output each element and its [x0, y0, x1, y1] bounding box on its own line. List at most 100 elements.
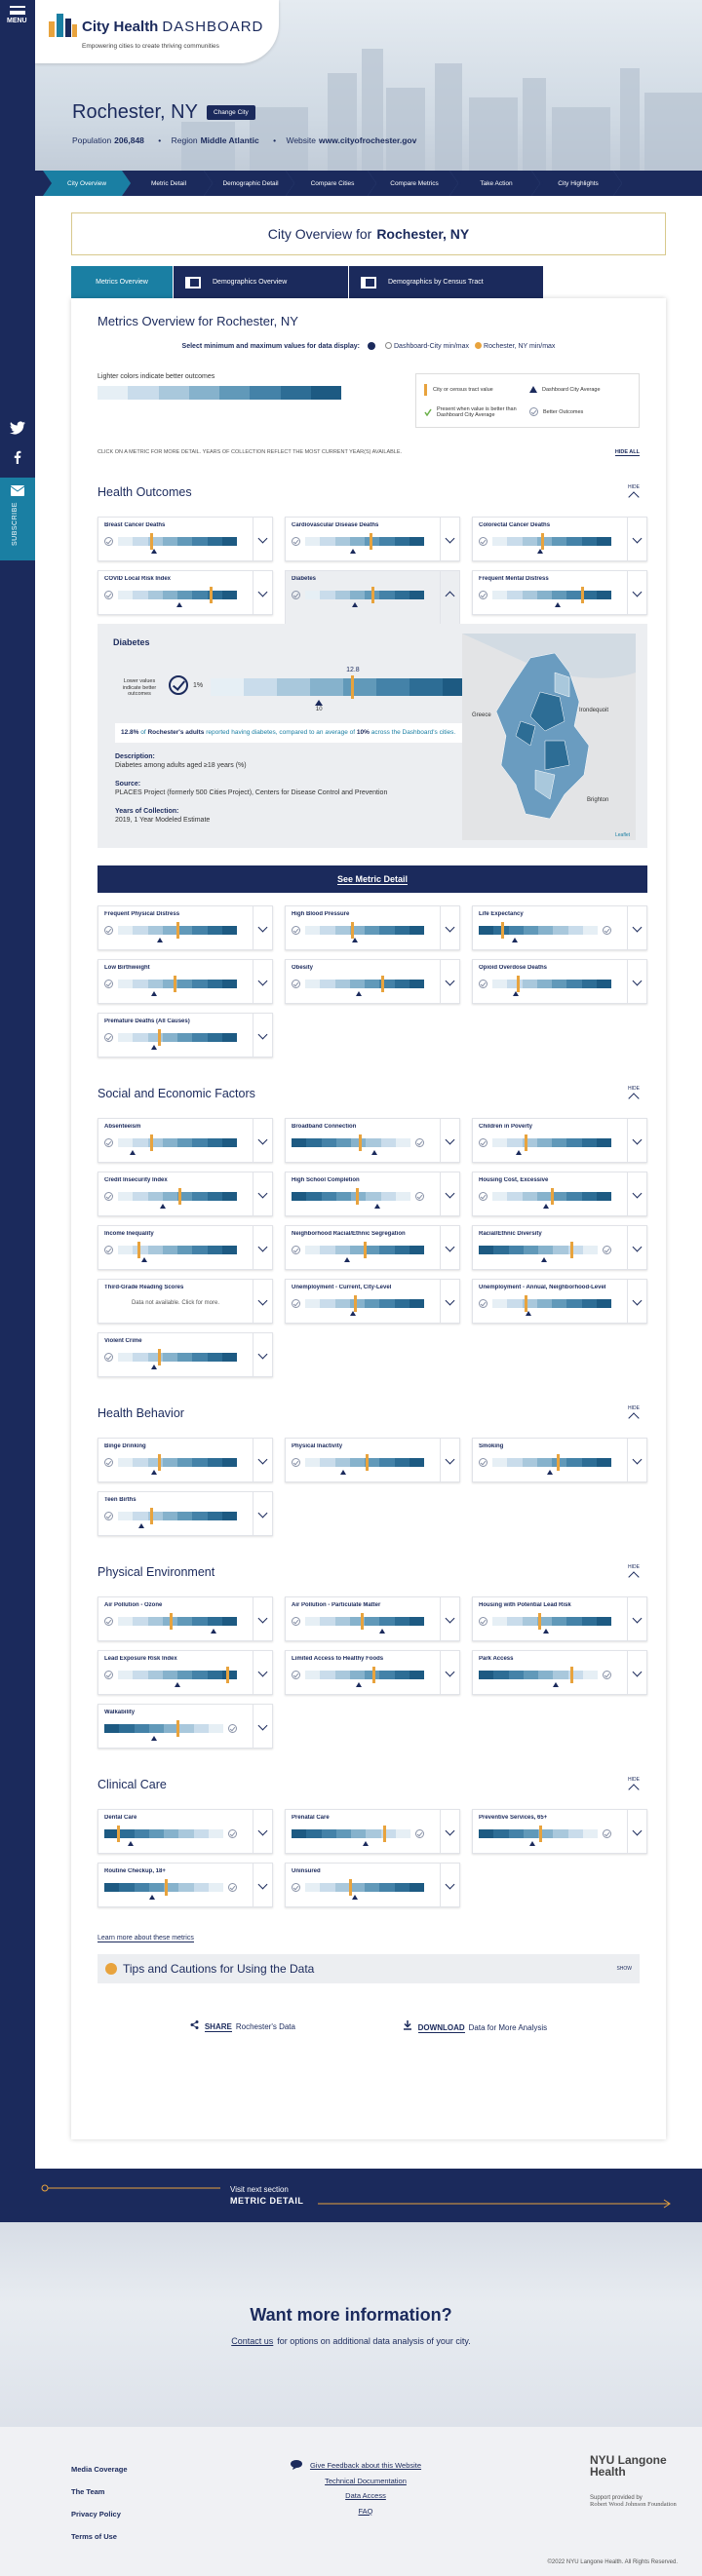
metric-card[interactable]: Frequent Physical Distress [98, 905, 273, 950]
metric-chevron[interactable] [253, 1705, 272, 1748]
share-text[interactable]: Rochester's Data [235, 2022, 295, 2031]
metric-chevron[interactable] [440, 960, 459, 1003]
metric-title[interactable]: High School Completion [292, 1177, 360, 1183]
metric-chevron[interactable] [627, 1173, 646, 1215]
metric-title[interactable]: COVID Local Risk Index [104, 576, 172, 582]
nav-item[interactable]: Take Action [452, 171, 540, 196]
metric-title[interactable]: Physical Inactivity [292, 1443, 343, 1449]
metric-card[interactable]: Housing with Potential Lead Risk [472, 1596, 647, 1641]
learn-more-link[interactable]: Learn more about these metrics [98, 1935, 194, 1942]
metric-title[interactable]: Obesity [292, 965, 314, 971]
section-toggle[interactable]: HIDE [628, 1564, 640, 1583]
nav-item[interactable]: Compare Metrics [370, 171, 458, 196]
tab[interactable]: Metrics Overview [71, 266, 174, 298]
metric-chevron[interactable] [440, 1439, 459, 1481]
tab[interactable]: Demographics Overview [174, 266, 349, 298]
tab-label[interactable]: Demographics Overview [213, 279, 288, 286]
metric-card[interactable]: Life Expectancy [472, 905, 647, 950]
metric-card[interactable]: Racial/Ethnic Diversity [472, 1225, 647, 1270]
section-toggle[interactable]: HIDE [628, 1086, 640, 1104]
option[interactable]: Dashboard-City min/max [385, 342, 469, 350]
metric-title[interactable]: Limited Access to Healthy Foods [292, 1656, 384, 1662]
metric-chevron[interactable] [627, 518, 646, 560]
metric-chevron[interactable] [253, 1226, 272, 1269]
next-label[interactable]: Visit next section [230, 2185, 289, 2194]
nav-item[interactable]: Demographic Detail [207, 171, 294, 196]
metric-chevron[interactable] [440, 571, 459, 624]
metric-chevron[interactable] [253, 1597, 272, 1640]
metric-title[interactable]: Low Birthweight [104, 965, 150, 971]
metric-chevron[interactable] [253, 1651, 272, 1694]
metric-card[interactable]: Teen Births [98, 1491, 273, 1536]
metric-title[interactable]: Routine Checkup, 18+ [104, 1868, 166, 1874]
metric-chevron[interactable] [440, 518, 459, 560]
footer-link[interactable]: Terms of Use [71, 2532, 117, 2541]
metric-card[interactable]: Violent Crime [98, 1332, 273, 1377]
metric-card[interactable]: High Blood Pressure [285, 905, 460, 950]
metric-chevron[interactable] [253, 1492, 272, 1535]
metric-chevron[interactable] [253, 960, 272, 1003]
download-button[interactable]: DOWNLOAD Data for More Analysis [403, 2020, 547, 2033]
option-label[interactable]: Rochester, NY min/max [484, 343, 556, 350]
metric-chevron[interactable] [440, 1864, 459, 1906]
metric-card[interactable]: Dental Care [98, 1809, 273, 1854]
help-icon[interactable] [368, 342, 375, 350]
metric-title[interactable]: Opioid Overdose Deaths [479, 965, 548, 971]
metric-card[interactable]: COVID Local Risk Index [98, 570, 273, 615]
tract-map[interactable]: Greece Irondequoit Brighton Leaflet [462, 634, 636, 840]
metric-card[interactable]: Credit Insecurity Index [98, 1172, 273, 1216]
metric-card[interactable]: Premature Deaths (All Causes) [98, 1013, 273, 1057]
metric-chevron[interactable] [253, 1014, 272, 1057]
metric-chevron[interactable] [440, 1597, 459, 1640]
metric-chevron[interactable] [627, 1280, 646, 1323]
metric-card[interactable]: Third-Grade Reading Scores Data not avail… [98, 1279, 273, 1324]
metric-card[interactable]: Frequent Mental Distress [472, 570, 647, 615]
metric-card[interactable]: Preventive Services, 65+ [472, 1809, 647, 1854]
nav-item[interactable]: City Overview [43, 171, 131, 196]
metric-title[interactable]: Frequent Physical Distress [104, 911, 180, 917]
metric-chevron[interactable] [627, 1226, 646, 1269]
menu-label[interactable]: MENU [7, 18, 27, 24]
tab[interactable]: Demographics by Census Tract [349, 266, 544, 298]
metric-title[interactable]: Uninsured [292, 1868, 321, 1874]
metric-title[interactable]: Unemployment - Current, City-Level [292, 1285, 392, 1290]
metric-title[interactable]: Absenteeism [104, 1124, 141, 1130]
metric-card[interactable]: Obesity [285, 959, 460, 1004]
metric-title[interactable]: Air Pollution - Particulate Matter [292, 1602, 381, 1608]
metric-card[interactable]: Unemployment - Current, City-Level [285, 1279, 460, 1324]
metric-title[interactable]: Credit Insecurity Index [104, 1177, 168, 1183]
tab-label[interactable]: Demographics by Census Tract [388, 279, 484, 286]
metric-chevron[interactable] [627, 571, 646, 614]
metric-title[interactable]: Breast Cancer Deaths [104, 522, 166, 528]
metric-chevron[interactable] [627, 960, 646, 1003]
metric-title[interactable]: Park Access [479, 1656, 514, 1662]
tips-panel[interactable]: Tips and Cautions for Using the Data SHOW [98, 1954, 640, 1983]
metric-card[interactable]: Neighborhood Racial/Ethnic Segregation [285, 1225, 460, 1270]
metric-chevron[interactable] [253, 1333, 272, 1376]
metric-card[interactable]: Prenatal Care [285, 1809, 460, 1854]
share-button[interactable]: SHARE Rochester's Data [190, 2020, 295, 2032]
metric-card[interactable]: Colorectal Cancer Deaths [472, 517, 647, 561]
contact-link[interactable]: Contact us [231, 2336, 274, 2346]
metric-chevron[interactable] [440, 1280, 459, 1323]
hide-all[interactable]: HIDE ALL [614, 449, 640, 456]
metric-title[interactable]: Frequent Mental Distress [479, 576, 549, 582]
next-section-band[interactable]: Visit next section METRIC DETAIL [35, 2169, 702, 2222]
logo[interactable]: City Health DASHBOARD Empowering cities t… [35, 0, 279, 63]
metric-title[interactable]: Housing Cost, Excessive [479, 1177, 549, 1183]
metric-chevron[interactable] [253, 1439, 272, 1481]
tab-label[interactable]: Metrics Overview [96, 279, 148, 286]
metric-chevron[interactable] [627, 906, 646, 949]
metric-title[interactable]: Lead Exposure Risk Index [104, 1656, 177, 1662]
metric-title[interactable]: Diabetes [292, 576, 317, 582]
metric-chevron[interactable] [440, 1173, 459, 1215]
metric-title[interactable]: Premature Deaths (All Causes) [104, 1019, 190, 1024]
nav-item[interactable]: Compare Cities [289, 171, 376, 196]
metric-chevron[interactable] [627, 1810, 646, 1853]
facebook-icon[interactable] [10, 450, 25, 464]
twitter-icon[interactable] [10, 421, 25, 435]
metric-card[interactable]: Routine Checkup, 18+ [98, 1863, 273, 1907]
footer-link[interactable]: Data Access [345, 2491, 386, 2500]
metric-chevron[interactable] [440, 906, 459, 949]
tips-toggle[interactable]: SHOW [616, 1966, 632, 1972]
